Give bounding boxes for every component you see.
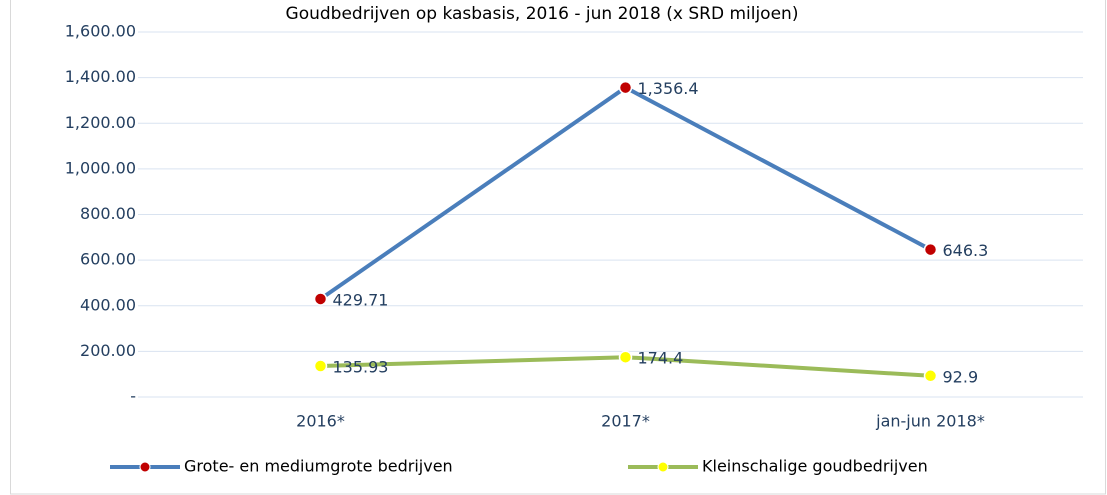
y-tick-label: 400.00 (80, 295, 136, 314)
marker (923, 242, 938, 257)
marker (313, 292, 328, 306)
y-tick-label: 1,200.00 (65, 113, 136, 132)
x-tick-label: jan-jun 2018* (875, 412, 985, 431)
marker (313, 359, 328, 373)
chart-border (10, 0, 1106, 495)
data-label: 92.9 (943, 367, 979, 386)
legend-label: Grote- en mediumgrote bedrijven (184, 457, 453, 476)
x-tick-label: 2017* (601, 412, 650, 431)
y-tick-label: 1,400.00 (65, 67, 136, 86)
data-label: 1,356.4 (638, 79, 699, 98)
legend-label: Kleinschalige goudbedrijven (702, 457, 928, 476)
data-label: 646.3 (943, 241, 989, 260)
y-tick-label: 1,600.00 (65, 22, 136, 41)
y-tick-label: 800.00 (80, 204, 136, 223)
legend-marker (657, 461, 669, 473)
data-label: 429.71 (333, 290, 389, 309)
y-tick-label: 600.00 (80, 250, 136, 269)
chart-title: Goudbedrijven op kasbasis, 2016 - jun 20… (286, 4, 799, 24)
marker (923, 369, 938, 383)
y-tick-label: - (130, 387, 136, 406)
marker (618, 80, 633, 95)
data-label: 174.4 (638, 349, 684, 368)
x-tick-label: 2016* (296, 412, 345, 431)
legend-marker (139, 461, 151, 473)
marker (618, 350, 633, 364)
data-label: 135.93 (333, 357, 389, 376)
series-line (319, 85, 932, 301)
y-tick-label: 200.00 (80, 341, 136, 360)
y-tick-label: 1,000.00 (65, 158, 136, 177)
